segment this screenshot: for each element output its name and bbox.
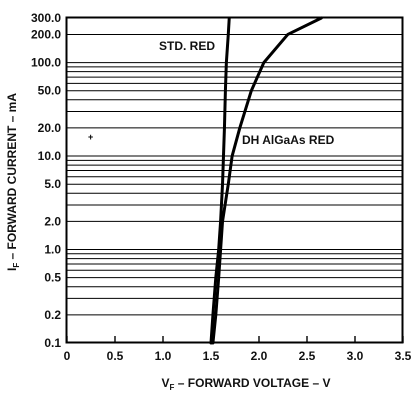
y-tick-label: 1.0 bbox=[44, 243, 61, 257]
svg-text:IF – FORWARD CURRENT – mA: IF – FORWARD CURRENT – mA bbox=[5, 93, 21, 271]
x-axis-title-main: V bbox=[162, 376, 170, 390]
svg-text:VF – FORWARD VOLTAGE – V: VF – FORWARD VOLTAGE – V bbox=[162, 376, 331, 392]
series-label-std-red: STD. RED bbox=[159, 39, 215, 53]
y-tick-label: 5.0 bbox=[44, 177, 61, 191]
y-tick-label: 50.0 bbox=[38, 84, 62, 98]
small-plus-mark: + bbox=[88, 132, 93, 142]
y-tick-label: 100.0 bbox=[31, 56, 61, 70]
y-tick-label: 10.0 bbox=[38, 149, 62, 163]
std-red-curve bbox=[209, 16, 231, 345]
y-tick-label: 0.5 bbox=[44, 271, 61, 285]
y-tick-label: 2.0 bbox=[44, 214, 61, 228]
series-layer bbox=[209, 16, 323, 345]
grid-layer bbox=[66, 17, 404, 344]
y-tick-label: 0.2 bbox=[44, 308, 61, 322]
x-axis-title: VF – FORWARD VOLTAGE – V bbox=[162, 376, 331, 392]
y-axis-title-main: I bbox=[5, 268, 19, 271]
y-tick-label: 300.0 bbox=[31, 11, 61, 25]
x-axis-title-subscript: F bbox=[170, 383, 175, 392]
x-tick-label: 2.0 bbox=[251, 349, 268, 363]
x-tick-label: 3.0 bbox=[347, 349, 364, 363]
x-tick-label: 0.5 bbox=[107, 349, 124, 363]
text-layer: 0 0.5 1.0 1.5 2.0 2.5 3.0 3.5 0.1 0.2 0.5 1.0 2.0 5.0… bbox=[31, 11, 412, 363]
x-tick-label: 0 bbox=[64, 349, 71, 363]
dh-algaas-red-curve bbox=[211, 16, 323, 345]
plot-frame bbox=[65, 16, 404, 344]
y-axis-title-rest: – FORWARD CURRENT – mA bbox=[5, 93, 19, 263]
y-tick-label: 20.0 bbox=[38, 121, 62, 135]
x-tick-label: 3.5 bbox=[395, 349, 412, 363]
y-tick-label: 0.1 bbox=[44, 336, 61, 350]
x-axis-title-rest: – FORWARD VOLTAGE – V bbox=[174, 376, 330, 390]
x-tick-label: 1.5 bbox=[203, 349, 220, 363]
y-axis-title-subscript: F bbox=[12, 263, 21, 268]
y-tick-label: 200.0 bbox=[31, 27, 61, 41]
x-tick-label: 2.5 bbox=[299, 349, 316, 363]
y-axis-title: IF – FORWARD CURRENT – mA bbox=[5, 93, 21, 271]
series-label-dh-algaas-red: DH AlGaAs RED bbox=[242, 133, 335, 147]
x-tick-label: 1.0 bbox=[155, 349, 172, 363]
